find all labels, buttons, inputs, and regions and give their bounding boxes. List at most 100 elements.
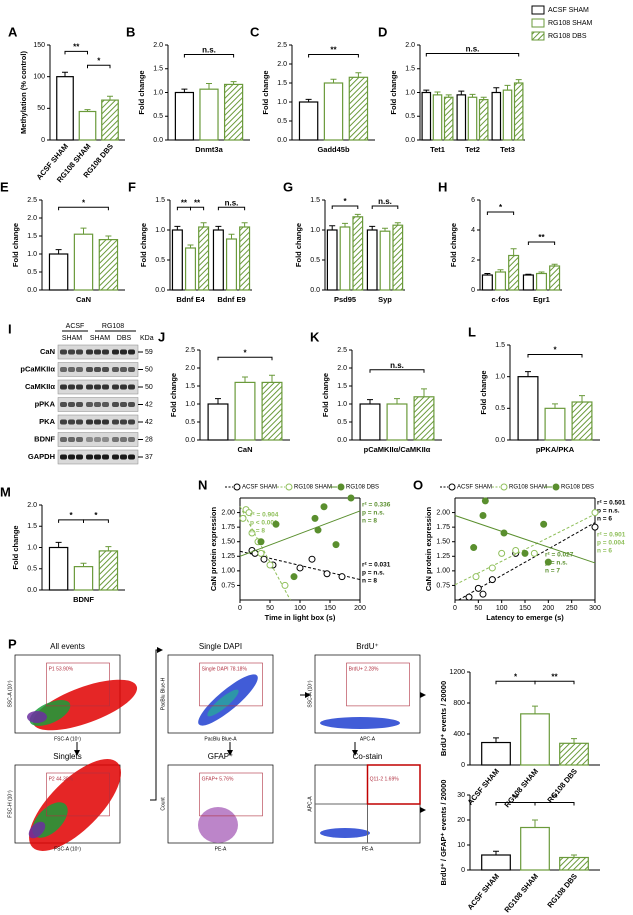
gate (346, 662, 410, 707)
flow-title: BrdU⁺ (356, 642, 378, 651)
scatter-point (332, 541, 340, 549)
y-tick-label: 1.00 (436, 568, 450, 575)
stat-text: p = n.s. (362, 510, 385, 517)
error-bar (552, 403, 558, 409)
scatter-point (479, 590, 487, 598)
flow-y-label: PacBlu Blue-H (160, 677, 166, 710)
x-axis-label: Latency to emerge (s) (486, 613, 564, 622)
significance-label: ** (181, 198, 188, 207)
y-tick-label: 1.0 (27, 544, 37, 551)
kda-label: 28 (145, 436, 153, 443)
y-tick-label: 1.5 (185, 383, 195, 390)
kda-label: 42 (145, 419, 153, 426)
y-tick-label: 1.0 (185, 401, 195, 408)
x-tick-label: 250 (566, 605, 578, 612)
flow-y-label: SSC-A (10⁷) (307, 680, 313, 707)
x-tick-label: ACSF SHAM (465, 872, 501, 912)
significance-bracket (331, 205, 359, 209)
flow-x-label: FSC-A (10⁷) (54, 846, 81, 852)
error-bar (181, 88, 188, 93)
y-tick-label: 2.0 (277, 61, 287, 68)
y-tick-label: 2.00 (436, 509, 450, 516)
scatter-point (347, 494, 355, 502)
blot-band (68, 349, 75, 355)
stat-text: p = 0.004 (597, 540, 625, 547)
error-bar (228, 233, 235, 239)
x-tick-label: Dnmt3a (195, 145, 223, 154)
error-bar (329, 225, 336, 230)
flow-title: GFAP⁺ (208, 752, 234, 761)
bar (520, 713, 550, 766)
y-tick-label: 0 (461, 762, 465, 769)
gate (46, 662, 110, 707)
error-bar (525, 273, 532, 275)
blot-band (76, 367, 83, 372)
y-tick-label: 1.0 (310, 227, 320, 234)
blot-band (120, 367, 127, 372)
stat-text: n = 8 (362, 518, 377, 525)
blot-band (94, 419, 101, 425)
y-tick-label: 0.0 (405, 137, 415, 144)
gate (46, 772, 110, 817)
bar (98, 239, 119, 291)
y-tick-label: 0.0 (27, 587, 37, 594)
regression-line (454, 513, 596, 586)
x-tick-label: Bdnf E4 (176, 295, 205, 304)
group-label: ACSF (66, 323, 85, 330)
y-tick-label: 1.5 (155, 197, 165, 204)
x-tick-label: ACSF SHAM (465, 767, 501, 807)
scatter-point (257, 538, 265, 546)
error-bar (493, 850, 499, 855)
legend-label: RG108 DBS (548, 33, 587, 40)
bar (502, 89, 513, 141)
blot-band (76, 419, 83, 425)
flow-x-label: PE-A (215, 846, 227, 852)
significance-bracket (217, 206, 246, 211)
error-bar (330, 78, 337, 83)
significance-label: n.s. (466, 45, 480, 54)
row-label: CaMKIIα (25, 382, 55, 391)
legend-marker (552, 483, 560, 491)
kda-label: 37 (145, 454, 153, 461)
x-tick-label: Tet3 (500, 145, 515, 154)
flow-cloud (28, 821, 46, 839)
error-bar (382, 227, 388, 232)
significance-label: ** (194, 198, 201, 207)
scatter-point (465, 593, 473, 601)
error-bar (367, 399, 373, 404)
bar (522, 274, 534, 291)
scatter-point (308, 555, 316, 563)
y-tick-label: 0.0 (337, 437, 347, 444)
significance-label: ** (538, 233, 545, 242)
y-axis-label: Fold change (294, 223, 303, 267)
error-bar (206, 82, 212, 90)
scatter-point (296, 564, 304, 572)
x-tick-label: Bdnf E9 (217, 295, 245, 304)
y-tick-label: 0.5 (310, 257, 320, 264)
blot-band (76, 454, 83, 460)
error-bar (80, 227, 87, 235)
y-tick-label: 1.25 (436, 553, 450, 560)
significance-label: ** (73, 42, 80, 51)
stat-text: p = n.s. (597, 508, 620, 515)
blot-band (94, 367, 101, 372)
significance-bracket (190, 206, 205, 211)
gate-label: P2 44.38% (49, 776, 74, 782)
blot-band (60, 384, 67, 390)
significance-label: ** (551, 794, 558, 803)
panel-letter: A (8, 24, 18, 39)
bar (491, 91, 502, 141)
y-tick-label: 1.5 (153, 66, 163, 73)
blot-band (86, 437, 93, 442)
bar (225, 238, 238, 291)
y-axis-label: Fold change (321, 373, 330, 417)
bar (456, 94, 467, 141)
x-tick-label: pCaMKIIα/CaMKIIα (364, 445, 431, 454)
significance-bracket (183, 54, 235, 58)
row-label: GAPDH (28, 452, 55, 461)
y-tick-label: 1.5 (337, 383, 347, 390)
bar (478, 99, 489, 141)
y-tick-label: 10 (457, 842, 465, 849)
error-bar (532, 819, 538, 828)
significance-label: ** (330, 46, 337, 55)
